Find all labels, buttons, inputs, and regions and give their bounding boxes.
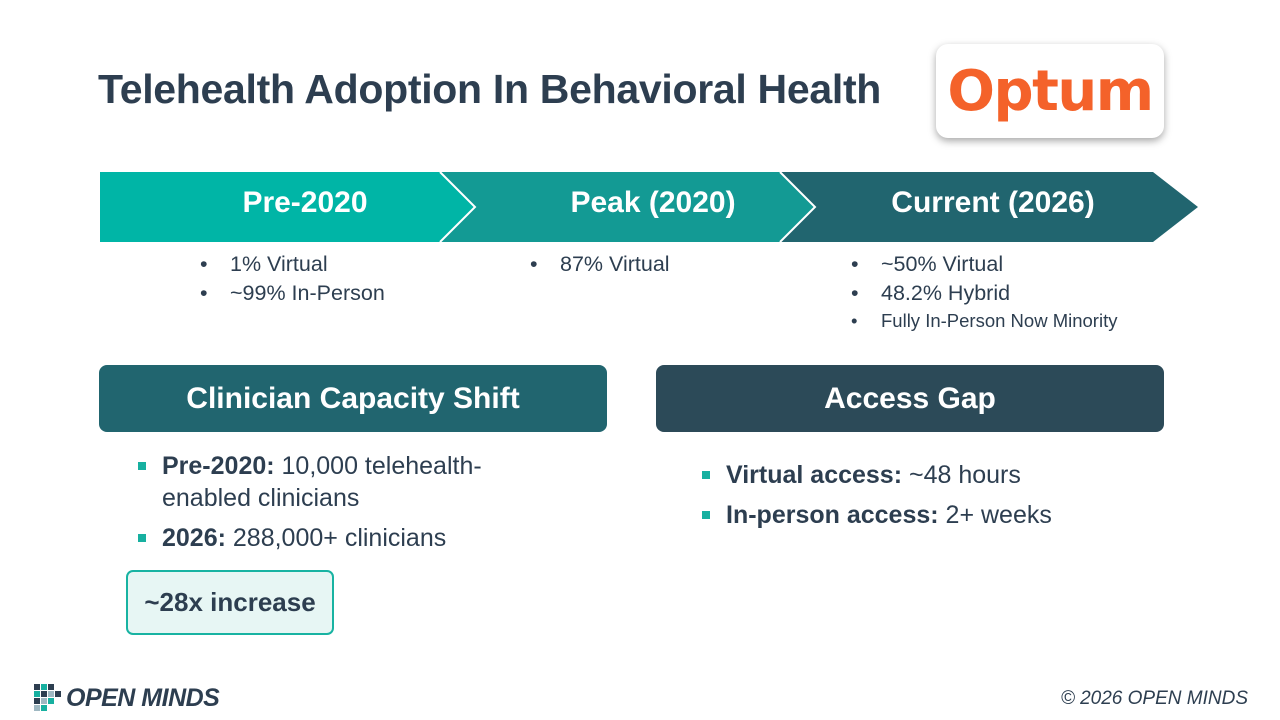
peak-2020-bullets: 87% Virtual xyxy=(530,250,670,279)
timeline-label-pre-2020: Pre-2020 xyxy=(242,186,368,219)
open-minds-logo: OPEN MINDS xyxy=(34,682,220,714)
chevron-divider-2 xyxy=(779,171,817,243)
list-item: 2026: 288,000+ clinicians xyxy=(138,522,528,554)
current-2026-bullets: ~50% Virtual 48.2% Hybrid Fully In-Perso… xyxy=(851,250,1117,334)
list-item: Fully In-Person Now Minority xyxy=(851,308,1117,334)
list-item: 87% Virtual xyxy=(530,250,670,279)
open-minds-logo-text: OPEN MINDS xyxy=(66,683,220,712)
chevron-divider-1 xyxy=(439,171,477,243)
list-item: 48.2% Hybrid xyxy=(851,279,1117,308)
section-title: Clinician Capacity Shift xyxy=(186,381,520,415)
optum-logo: Optum xyxy=(936,44,1164,138)
copyright-text: © 2026 OPEN MINDS xyxy=(1060,688,1248,709)
page-title: Telehealth Adoption In Behavioral Health xyxy=(98,66,882,112)
list-item: Virtual access: ~48 hours xyxy=(702,459,1162,491)
timeline-label-peak-2020: Peak (2020) xyxy=(570,186,736,219)
list-item: ~50% Virtual xyxy=(851,250,1117,279)
increase-callout: ~28x increase xyxy=(126,570,334,635)
list-item: Pre-2020: 10,000 telehealth-enabled clin… xyxy=(138,450,528,514)
open-minds-mark-icon xyxy=(34,684,61,711)
section-title: Access Gap xyxy=(824,381,996,415)
list-item: ~99% In-Person xyxy=(200,279,385,308)
access-gap-header: Access Gap xyxy=(656,365,1164,432)
list-item: 1% Virtual xyxy=(200,250,385,279)
access-list: Virtual access: ~48 hours In-person acce… xyxy=(702,459,1162,539)
pre-2020-bullets: 1% Virtual ~99% In-Person xyxy=(200,250,385,308)
optum-logo-text: Optum xyxy=(947,58,1154,124)
capacity-list: Pre-2020: 10,000 telehealth-enabled clin… xyxy=(138,450,528,562)
timeline-label-current-2026: Current (2026) xyxy=(891,186,1095,219)
clinician-capacity-header: Clinician Capacity Shift xyxy=(99,365,607,432)
list-item: In-person access: 2+ weeks xyxy=(702,499,1162,531)
